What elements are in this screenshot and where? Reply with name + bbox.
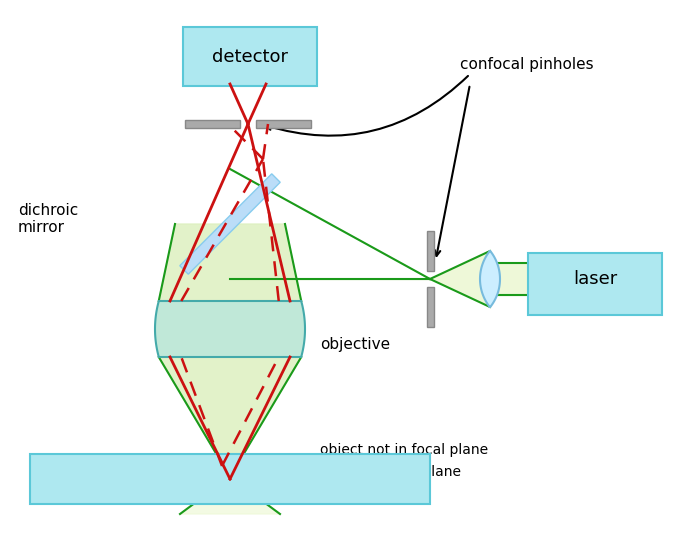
FancyBboxPatch shape: [426, 287, 433, 327]
FancyBboxPatch shape: [528, 253, 662, 315]
Text: objective: objective: [320, 336, 390, 351]
FancyBboxPatch shape: [30, 454, 430, 504]
Text: detector: detector: [212, 48, 288, 65]
Polygon shape: [159, 357, 301, 477]
FancyBboxPatch shape: [183, 27, 317, 86]
Text: dichroic
mirror: dichroic mirror: [18, 203, 78, 235]
FancyBboxPatch shape: [256, 120, 311, 128]
Polygon shape: [180, 174, 280, 274]
Polygon shape: [159, 224, 301, 301]
Text: object not in focal plane: object not in focal plane: [232, 443, 488, 466]
Text: confocal pinholes: confocal pinholes: [460, 57, 594, 71]
Polygon shape: [430, 251, 490, 307]
FancyBboxPatch shape: [426, 231, 433, 271]
Text: object in focal plane: object in focal plane: [239, 465, 461, 483]
FancyBboxPatch shape: [185, 120, 240, 128]
Polygon shape: [230, 169, 430, 279]
Text: laser: laser: [573, 270, 617, 288]
Polygon shape: [155, 301, 305, 357]
Polygon shape: [490, 263, 530, 295]
Polygon shape: [480, 251, 500, 307]
Polygon shape: [180, 477, 280, 514]
